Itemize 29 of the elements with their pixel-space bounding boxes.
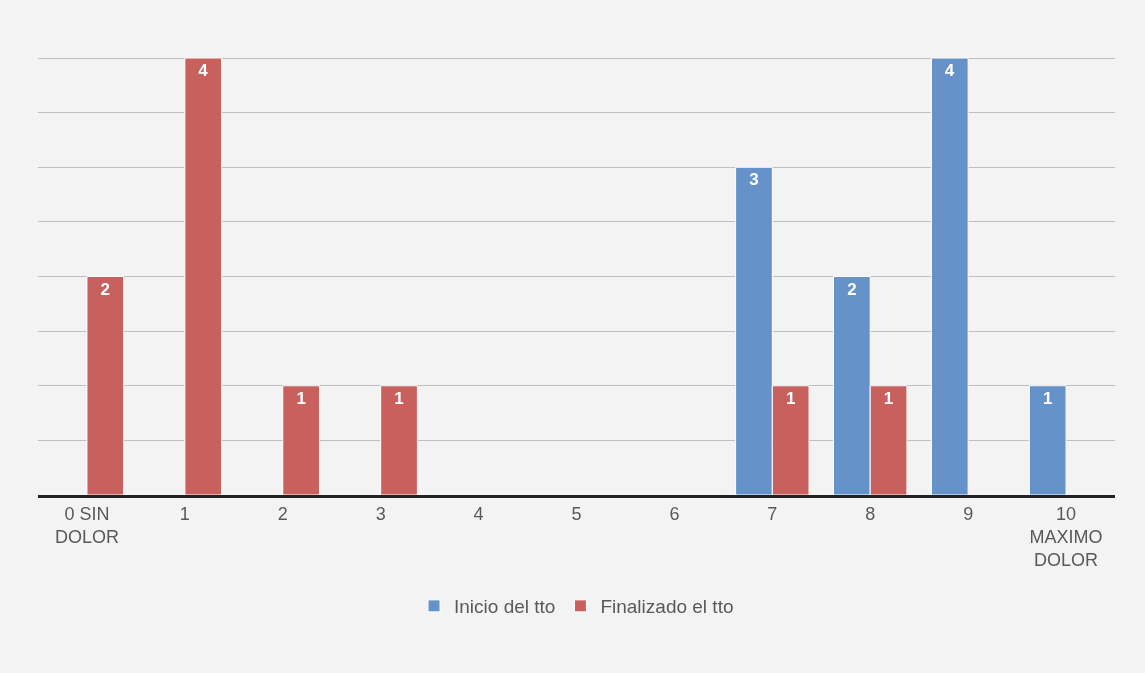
bar xyxy=(930,57,969,495)
bar xyxy=(184,57,223,495)
x-tick-label: 10 MAXIMO DOLOR xyxy=(1029,503,1103,571)
data-label: 1 xyxy=(296,388,306,408)
legend-label: Finalizado el tto xyxy=(600,596,734,618)
data-label: 1 xyxy=(394,388,404,408)
x-tick-label: 8 xyxy=(865,503,876,524)
x-tick-label: 4 xyxy=(473,503,484,524)
x-tick-label: 2 xyxy=(277,503,288,524)
data-label: 1 xyxy=(883,388,894,408)
x-tick-label: 7 xyxy=(767,503,778,524)
data-label: 1 xyxy=(785,388,796,408)
x-tick-label: 1 xyxy=(179,503,190,524)
bar xyxy=(282,385,320,495)
x-tick-label: 9 xyxy=(963,503,974,524)
data-label: 2 xyxy=(100,279,111,299)
bar xyxy=(1028,385,1067,495)
bar xyxy=(86,276,125,495)
data-label: 4 xyxy=(198,61,209,80)
data-label: 4 xyxy=(944,61,955,80)
x-tick-label: 3 xyxy=(375,503,386,524)
x-tick-label: 6 xyxy=(669,503,680,524)
x-tick-label: 5 xyxy=(571,503,582,524)
bar xyxy=(380,385,418,495)
data-label: 3 xyxy=(749,170,759,190)
data-label: 2 xyxy=(847,279,857,299)
data-label: 1 xyxy=(1042,388,1053,408)
x-tick-label: 0 SIN DOLOR xyxy=(54,503,119,547)
legend-label: Inicio del tto xyxy=(454,596,556,618)
